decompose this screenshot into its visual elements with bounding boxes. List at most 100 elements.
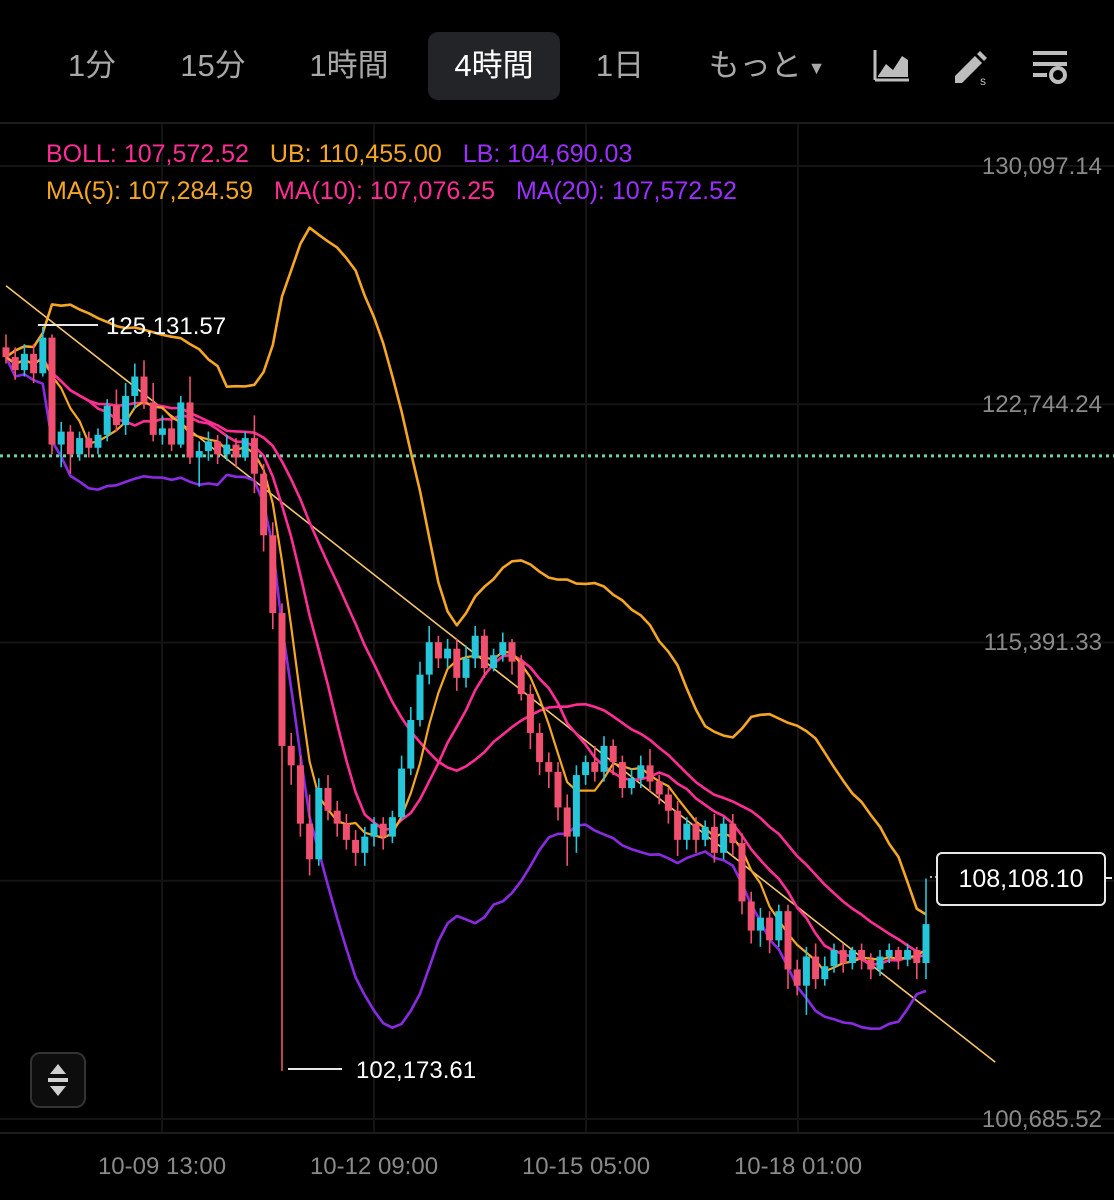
current-price-tick: [1104, 877, 1112, 879]
more-dropdown[interactable]: もっと ▼: [700, 32, 834, 100]
candle-body: [241, 438, 249, 458]
candle-body: [710, 826, 718, 853]
svg-text:s: s: [980, 74, 986, 86]
current-price-label: 108,108.10: [936, 852, 1106, 906]
timeframe-15m[interactable]: 15分: [180, 48, 246, 83]
legend-ma20: MA(20): 107,572.52: [515, 177, 737, 205]
candle-body: [692, 823, 700, 840]
legend-lb: LB: 104,690.03: [462, 140, 633, 168]
candle-body: [913, 950, 921, 964]
candle-body: [168, 428, 176, 445]
candle-body: [517, 661, 525, 695]
y-tick-label: 122,744.24: [982, 391, 1102, 418]
drawing-tool-icon[interactable]: s: [950, 46, 990, 88]
legend-row-ma: MA(5): 107,284.59 MA(10): 107,076.25 MA(…: [46, 173, 751, 210]
timeframe-4h[interactable]: 4時間: [428, 32, 560, 100]
candle-body: [2, 347, 10, 358]
candle-body: [554, 771, 562, 808]
candle-body: [57, 431, 65, 445]
y-axis: 130,097.14 122,744.24 115,391.33 100,685…: [982, 153, 1102, 1133]
candle-body: [306, 823, 314, 860]
candle-body: [453, 648, 461, 678]
candle-body: [701, 826, 709, 840]
candle-body: [858, 950, 866, 960]
candle-body: [352, 839, 360, 853]
candle-body: [112, 405, 120, 426]
candle-body: [177, 402, 185, 445]
candle-body: [766, 917, 774, 941]
candle-body: [398, 768, 406, 818]
candle-body: [729, 823, 737, 844]
candle-body: [793, 969, 801, 986]
candle-body: [214, 441, 222, 455]
y-tick-label: 115,391.33: [984, 629, 1102, 656]
boll-lower-band: [4, 356, 927, 1030]
chart-style-icon[interactable]: [872, 46, 912, 86]
candle-body: [848, 950, 856, 964]
candle-body: [885, 950, 893, 957]
candle-body: [195, 451, 203, 458]
expand-chart-button[interactable]: [30, 1052, 86, 1108]
candle-body: [526, 694, 534, 733]
candle-body: [600, 745, 608, 772]
candle-body: [223, 444, 231, 455]
x-tick-label: 10-18 01:00: [734, 1153, 862, 1180]
candle-body: [361, 836, 369, 853]
candle-body: [434, 642, 442, 659]
candle-body: [260, 473, 268, 536]
more-label: もっと: [708, 48, 802, 83]
candle-body: [572, 775, 580, 837]
timeframe-toolbar: 1分 15分 1時間 4時間 1日 もっと ▼ s: [0, 0, 1114, 120]
candle-body: [186, 402, 194, 458]
candle-body: [738, 843, 746, 902]
timeframe-1d[interactable]: 1日: [595, 48, 645, 83]
boll-upper-band: [5, 226, 927, 916]
candles: [2, 326, 936, 1071]
candle-body: [609, 745, 617, 763]
candle-body: [315, 788, 323, 860]
candle-body: [683, 823, 691, 840]
candle-body: [867, 959, 875, 970]
candle-body: [122, 395, 130, 426]
candle-body: [637, 765, 645, 779]
candle-body: [39, 337, 47, 374]
candle-body: [232, 444, 240, 458]
candle-body: [158, 428, 166, 435]
candle-body: [204, 441, 212, 452]
candle-body: [333, 810, 341, 824]
candle-body: [324, 788, 332, 811]
candle-body: [140, 376, 148, 403]
candle-body: [296, 765, 304, 824]
candle-body: [618, 762, 626, 789]
candle-body: [756, 917, 764, 931]
candle-body: [269, 535, 277, 614]
x-axis: 10-09 13:00 10-12 09:00 10-15 05:00 10-1…: [98, 1153, 862, 1180]
indicator-legend: BOLL: 107,572.52 UB: 110,455.00 LB: 104,…: [46, 136, 751, 210]
candle-body: [131, 376, 139, 396]
candle-body: [922, 924, 930, 964]
candle-body: [894, 950, 902, 960]
candle-body: [103, 405, 111, 435]
candle-body: [784, 911, 792, 970]
x-tick-label: 10-15 05:00: [522, 1153, 650, 1180]
candle-body: [20, 353, 28, 371]
candle-body: [508, 642, 516, 662]
timeframe-1h[interactable]: 1時間: [309, 48, 389, 83]
candle-body: [250, 438, 258, 474]
candle-body: [30, 353, 38, 374]
low-marker-label: 102,173.61: [356, 1057, 476, 1084]
candle-body: [407, 719, 415, 769]
vertical-expand-icon: [48, 1064, 68, 1096]
trendline: [5, 285, 996, 1063]
candle-body: [94, 434, 102, 448]
candle-body: [388, 817, 396, 837]
x-tick-label: 10-12 09:00: [310, 1153, 438, 1180]
candle-body: [370, 823, 378, 837]
x-tick-label: 10-09 13:00: [98, 1153, 226, 1180]
candle-body: [85, 438, 93, 448]
candle-body: [425, 642, 433, 675]
legend-boll: BOLL: 107,572.52: [46, 140, 249, 168]
indicator-settings-icon[interactable]: [1030, 46, 1070, 86]
timeframe-1m[interactable]: 1分: [67, 48, 117, 83]
